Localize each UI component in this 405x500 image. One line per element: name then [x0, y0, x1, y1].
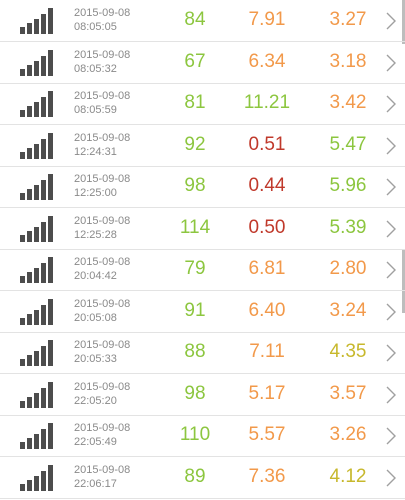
list-item[interactable]: 2015-09-08 12:25:28 114 0.50 5.39	[0, 209, 405, 250]
item-date: 2015-09-08	[74, 463, 131, 476]
list-item[interactable]: 2015-09-08 20:04:42 79 6.81 2.80	[0, 250, 405, 291]
item-time: 12:24:31	[74, 145, 117, 158]
item-date: 2015-09-08	[74, 297, 131, 310]
signal-strength-icon	[20, 91, 54, 117]
chevron-right-icon[interactable]	[385, 136, 397, 156]
value-3: 3.24	[329, 299, 367, 321]
signal-strength-icon	[20, 215, 54, 242]
item-time: 22:05:20	[74, 394, 117, 407]
value-3: 4.12	[329, 465, 367, 487]
item-time: 12:25:28	[74, 228, 117, 241]
value-1: 67	[184, 50, 206, 72]
item-date: 2015-09-08	[74, 131, 131, 144]
signal-strength-icon	[20, 8, 54, 34]
value-3: 3.57	[329, 382, 367, 404]
chevron-right-icon[interactable]	[385, 219, 397, 239]
value-2: 6.40	[248, 299, 286, 321]
value-1: 79	[184, 258, 206, 279]
chevron-right-icon[interactable]	[385, 53, 397, 73]
item-time: 22:06:17	[74, 477, 117, 490]
value-3: 3.26	[329, 424, 367, 445]
value-2: 11.21	[243, 92, 291, 113]
value-3: 2.80	[329, 258, 367, 279]
chevron-right-icon[interactable]	[385, 343, 397, 363]
value-1: 88	[184, 341, 206, 362]
value-3: 4.35	[329, 341, 367, 362]
item-date: 2015-09-08	[74, 48, 131, 61]
list-item[interactable]: 2015-09-08 20:05:33 88 7.11 4.35	[0, 333, 405, 374]
list-item[interactable]: 2015-09-08 22:06:17 89 7.36 4.12	[0, 458, 405, 499]
value-1: 89	[184, 465, 206, 487]
item-time: 08:05:32	[74, 62, 117, 75]
value-1: 114	[179, 216, 211, 238]
value-1: 91	[184, 299, 206, 321]
item-date: 2015-09-08	[74, 256, 131, 268]
value-3: 5.96	[329, 175, 367, 196]
item-time: 20:04:42	[74, 270, 117, 282]
item-time: 08:05:59	[74, 104, 117, 116]
scrollbar-top[interactable]	[402, 0, 405, 44]
signal-strength-icon	[20, 174, 54, 200]
value-3: 3.27	[329, 9, 367, 30]
value-3: 3.42	[329, 92, 367, 113]
signal-strength-icon	[20, 340, 54, 366]
value-1: 98	[184, 175, 206, 196]
value-2: 7.36	[248, 465, 286, 487]
value-2: 6.34	[248, 50, 286, 72]
item-date: 2015-09-08	[74, 380, 131, 393]
item-date: 2015-09-08	[74, 173, 131, 185]
value-3: 5.47	[329, 133, 367, 155]
item-time: 22:05:49	[74, 436, 117, 448]
signal-strength-icon	[20, 423, 54, 449]
value-2: 0.44	[248, 175, 286, 196]
chevron-right-icon[interactable]	[385, 385, 397, 405]
chevron-right-icon[interactable]	[385, 177, 397, 197]
value-1: 84	[184, 9, 206, 30]
chevron-right-icon[interactable]	[385, 468, 397, 488]
value-2: 0.51	[248, 133, 286, 155]
value-3: 5.39	[329, 216, 367, 238]
signal-strength-icon	[20, 49, 54, 76]
item-time: 08:05:05	[74, 21, 117, 33]
value-2: 7.91	[248, 9, 286, 30]
item-date: 2015-09-08	[74, 7, 131, 19]
value-1: 92	[184, 133, 206, 155]
chevron-right-icon[interactable]	[385, 11, 397, 31]
list-item[interactable]: 2015-09-08 22:05:49 110 5.57 3.26	[0, 416, 405, 457]
list-item[interactable]: 2015-09-08 20:05:08 91 6.40 3.24	[0, 292, 405, 333]
value-2: 7.11	[249, 341, 285, 362]
item-time: 20:05:08	[74, 311, 117, 324]
list-item[interactable]: 2015-09-08 22:05:20 98 5.17 3.57	[0, 375, 405, 416]
list-item[interactable]: 2015-09-08 12:24:31 92 0.51 5.47	[0, 126, 405, 167]
item-date: 2015-09-08	[74, 422, 131, 434]
item-time: 20:05:33	[74, 353, 117, 365]
chevron-right-icon[interactable]	[385, 94, 397, 114]
signal-strength-icon	[20, 132, 54, 159]
list-item[interactable]: 2015-09-08 08:05:59 81 11.21 3.42	[0, 84, 405, 125]
item-date: 2015-09-08	[74, 339, 131, 351]
signal-strength-icon	[20, 464, 54, 491]
signal-strength-icon	[20, 381, 54, 408]
item-date: 2015-09-08	[74, 214, 131, 227]
signal-strength-icon	[20, 257, 54, 283]
item-date: 2015-09-08	[74, 90, 131, 102]
value-1: 98	[184, 382, 206, 404]
value-1: 110	[179, 424, 211, 445]
list-item[interactable]: 2015-09-08 08:05:05 84 7.91 3.27	[0, 1, 405, 42]
list-item[interactable]: 2015-09-08 12:25:00 98 0.44 5.96	[0, 167, 405, 208]
value-2: 5.57	[248, 424, 286, 445]
value-1: 81	[184, 92, 206, 113]
list-item[interactable]: 2015-09-08 08:05:32 67 6.34 3.18	[0, 43, 405, 84]
item-time: 12:25:00	[74, 187, 117, 199]
chevron-right-icon[interactable]	[385, 426, 397, 446]
chevron-right-icon[interactable]	[385, 260, 397, 280]
chevron-right-icon[interactable]	[385, 302, 397, 322]
scrollbar-thumb[interactable]	[402, 250, 405, 313]
value-2: 0.50	[248, 216, 286, 238]
value-2: 6.81	[248, 258, 286, 279]
signal-strength-icon	[20, 298, 54, 325]
value-2: 5.17	[248, 382, 286, 404]
value-3: 3.18	[329, 50, 367, 72]
